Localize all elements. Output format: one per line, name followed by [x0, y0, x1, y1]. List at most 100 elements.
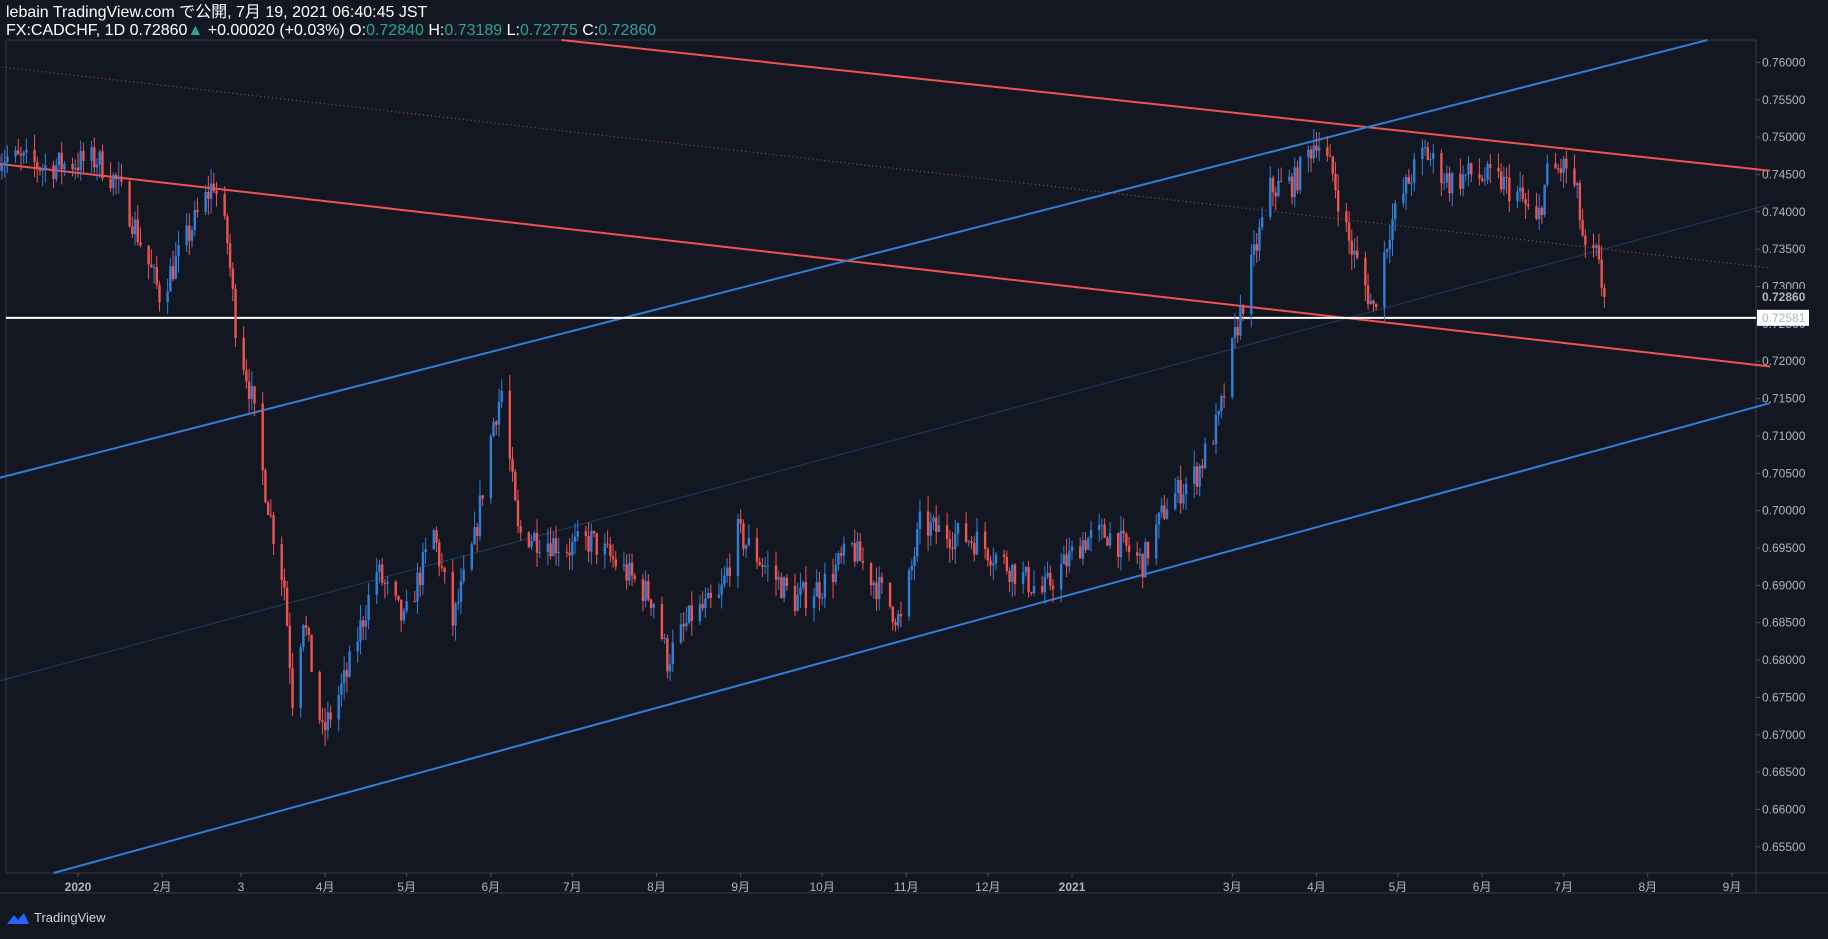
candle-body	[399, 599, 403, 621]
candle-body	[1317, 147, 1321, 151]
candle	[1155, 514, 1158, 565]
price-axis-label: 0.72000	[1762, 354, 1806, 368]
candle	[272, 511, 275, 556]
candle-body	[1440, 153, 1443, 184]
candle-body	[1290, 176, 1294, 198]
candle	[1043, 565, 1047, 605]
candle-body	[606, 543, 609, 545]
candle-body	[212, 183, 215, 191]
candle	[1502, 166, 1506, 196]
candle	[1160, 498, 1163, 519]
candle	[1176, 476, 1180, 504]
candle-body	[1326, 147, 1329, 156]
level-price-label: 0.72581	[1762, 311, 1806, 325]
candle	[687, 604, 691, 625]
candle	[1252, 230, 1256, 267]
candle	[1461, 165, 1465, 197]
candle-body	[451, 572, 454, 626]
candle	[690, 591, 693, 636]
candle	[253, 385, 256, 417]
candle	[614, 551, 617, 571]
candle-body	[323, 722, 327, 731]
candle-body	[709, 592, 713, 598]
candle	[1013, 562, 1017, 596]
candle	[304, 615, 308, 636]
candle-body	[1024, 566, 1028, 573]
candle	[283, 568, 286, 601]
candle	[1527, 189, 1530, 210]
candle	[1005, 550, 1009, 575]
candle	[842, 536, 846, 565]
candle-body	[1516, 191, 1519, 202]
candle-body	[1260, 216, 1264, 228]
trendline-upper-support	[0, 39, 1708, 479]
candle	[1467, 155, 1470, 187]
candle	[1030, 591, 1033, 596]
candle-body	[671, 642, 674, 665]
candle-body	[25, 149, 28, 153]
candle-body	[109, 178, 112, 189]
candle	[891, 605, 894, 631]
candle-body	[918, 511, 922, 529]
candle	[169, 258, 172, 292]
candle	[147, 245, 150, 280]
candle-body	[1051, 585, 1055, 590]
candle	[250, 371, 254, 411]
candle-body	[818, 582, 821, 599]
candle	[473, 511, 476, 546]
candle	[837, 550, 840, 571]
candle-body	[1122, 530, 1125, 534]
candle	[565, 544, 569, 558]
candle-body	[147, 245, 150, 265]
candle	[1049, 565, 1052, 591]
candle	[1410, 174, 1413, 196]
candle	[1565, 150, 1568, 184]
candle-body	[777, 577, 780, 580]
candle-body	[894, 622, 897, 626]
candle	[671, 629, 674, 673]
candle	[470, 541, 474, 572]
candle	[1198, 463, 1201, 497]
symbol-label[interactable]: FX:CADCHF, 1D	[6, 22, 126, 39]
candle	[1231, 337, 1234, 400]
candle	[1024, 565, 1028, 577]
candle-body	[1336, 190, 1340, 212]
candle	[622, 551, 626, 572]
candle	[1271, 175, 1275, 207]
candle	[280, 536, 283, 597]
candle-body	[546, 543, 550, 553]
candle	[1046, 561, 1049, 580]
candle-body	[1049, 572, 1052, 586]
price-axis-label: 0.74500	[1762, 167, 1806, 181]
candle-body	[736, 518, 740, 577]
candle	[948, 530, 952, 563]
candle	[815, 569, 818, 597]
candle-body	[74, 167, 77, 170]
candle-body	[1597, 245, 1601, 260]
candle-body	[630, 562, 634, 576]
candle	[405, 589, 408, 614]
candle	[500, 379, 503, 409]
candle-body	[1499, 171, 1503, 190]
candle	[717, 583, 721, 599]
candle	[1592, 233, 1595, 258]
footer-brand[interactable]: TradingView	[6, 910, 106, 925]
candle-body	[266, 502, 270, 515]
candle	[375, 557, 378, 605]
candle	[190, 226, 194, 248]
candle-body	[1089, 529, 1093, 538]
candle	[361, 616, 365, 640]
candle	[1089, 520, 1093, 552]
candle-body	[152, 267, 156, 269]
candle-body	[1005, 556, 1009, 571]
candle-body	[1203, 443, 1207, 468]
candle-body	[150, 264, 153, 268]
candle	[1413, 152, 1416, 192]
candle-body	[38, 168, 42, 171]
candle	[1059, 553, 1063, 603]
candle-body	[823, 573, 827, 598]
candle-body	[52, 165, 55, 180]
candle-body	[858, 541, 862, 561]
candle	[568, 538, 571, 570]
